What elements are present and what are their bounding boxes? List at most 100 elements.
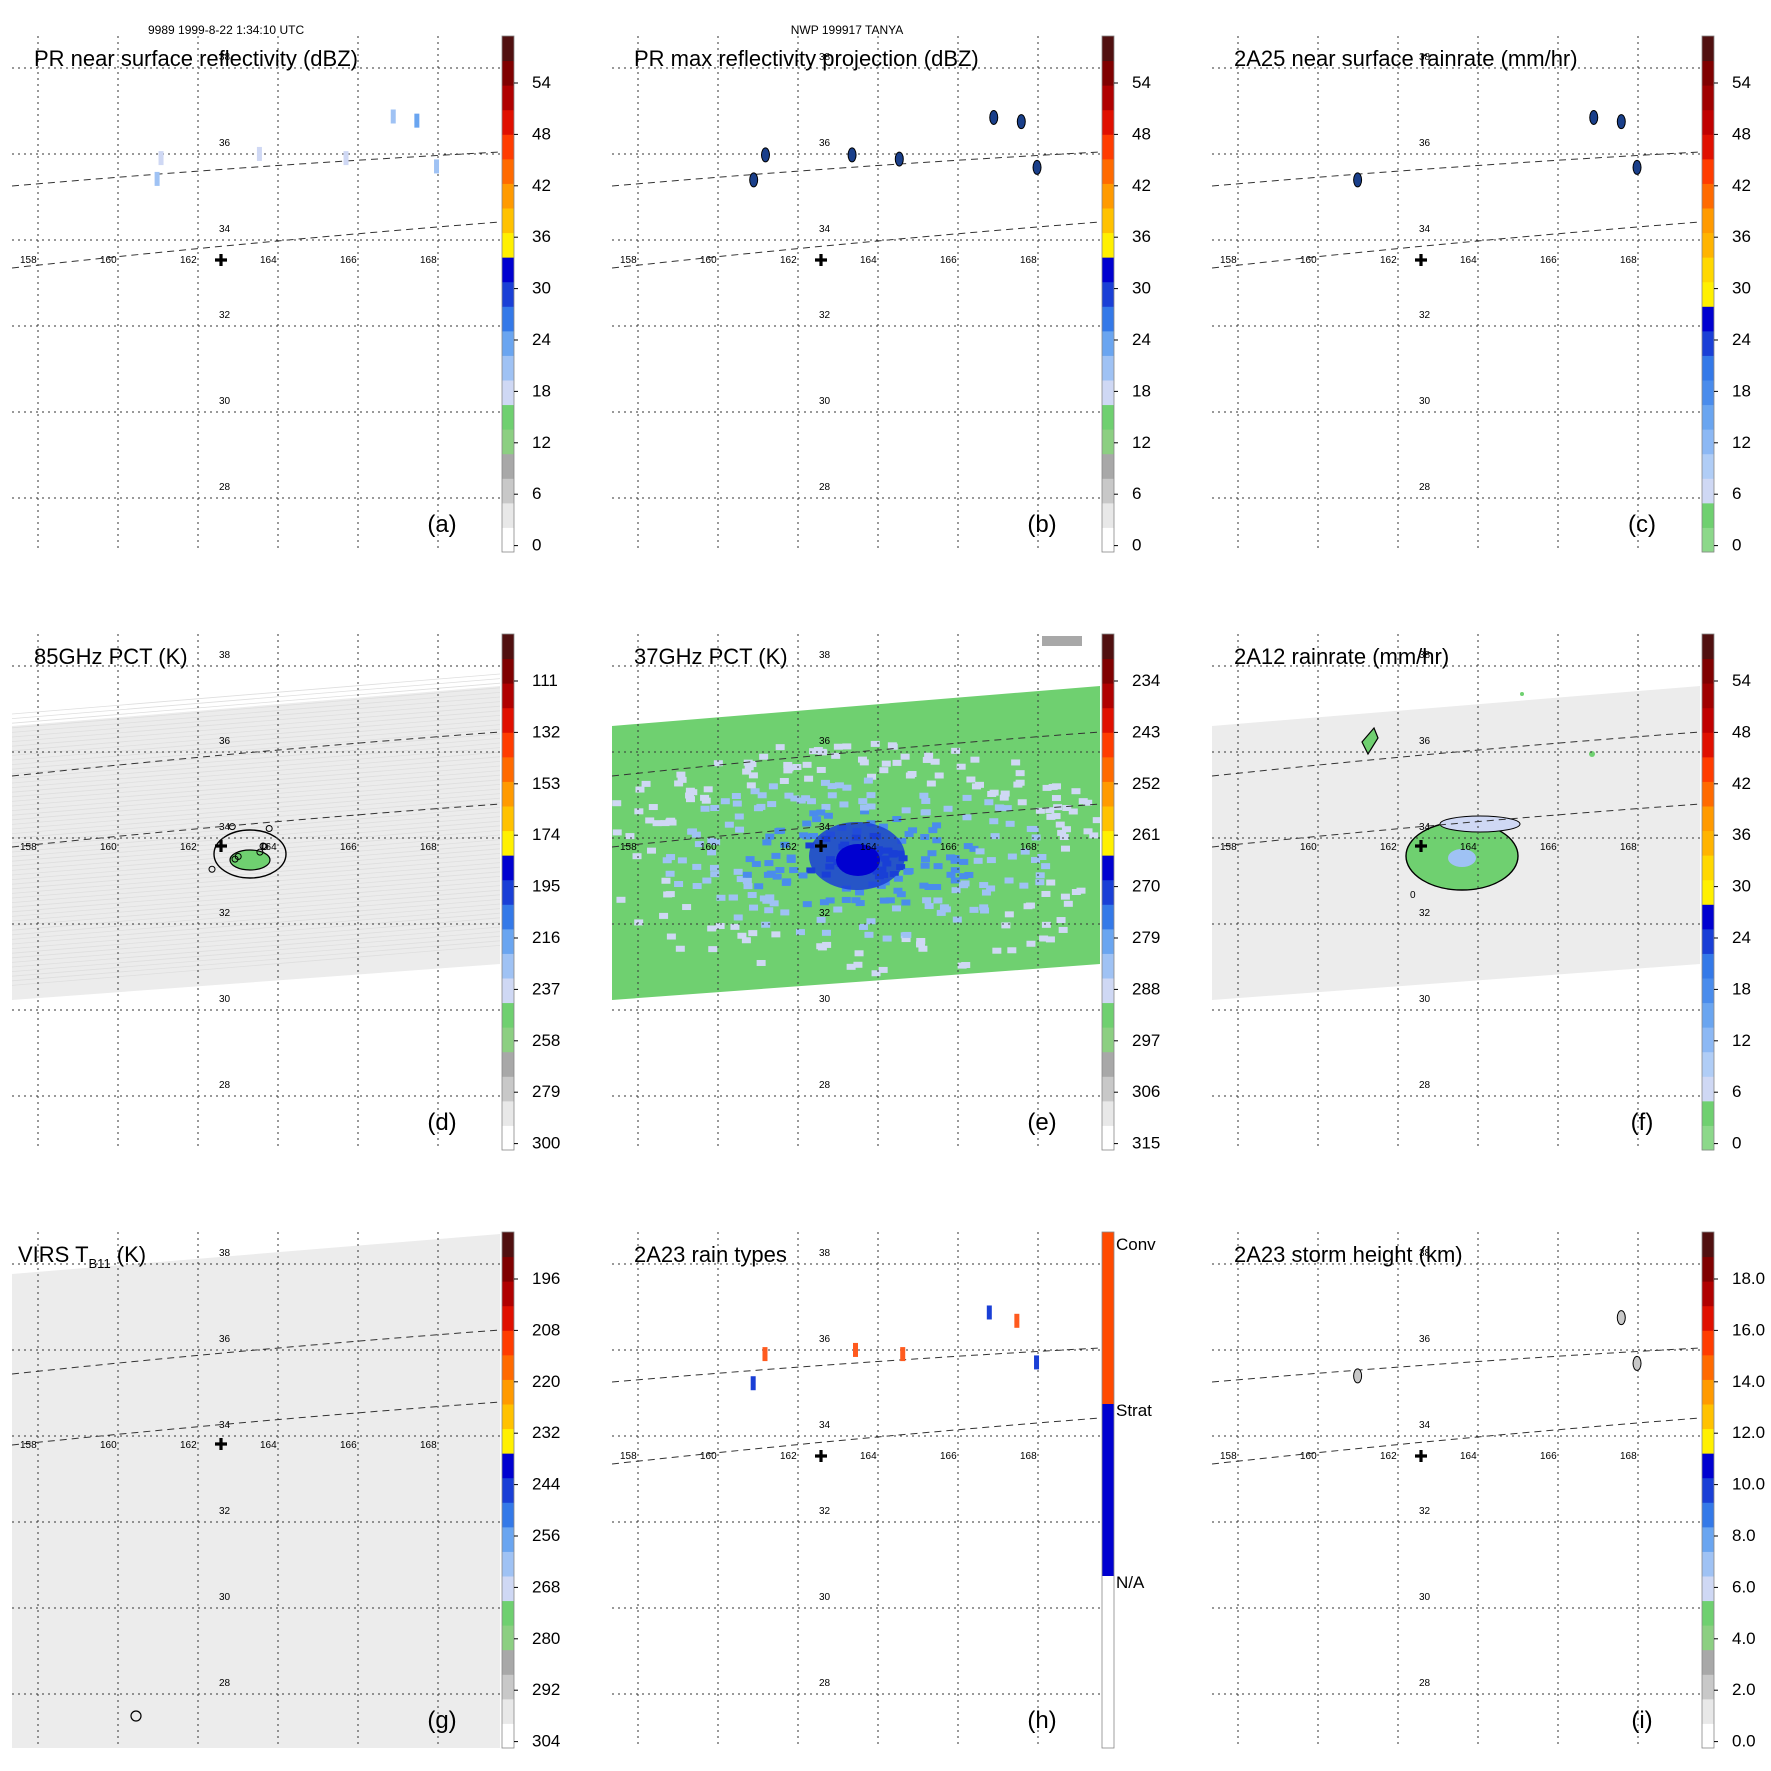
pct37-cell: [685, 787, 695, 794]
pct37-cell: [757, 792, 767, 799]
rain-cell: [750, 1376, 756, 1391]
pct85-scanline: [12, 751, 500, 793]
colorbar-segment: [502, 1379, 514, 1405]
colorbar-tick-label: 261: [1132, 825, 1160, 844]
colorbar-segment: [502, 355, 514, 381]
pct37-cell: [749, 904, 759, 911]
lat-tick-label: 38: [819, 650, 831, 661]
colorbar-segment: [502, 453, 514, 479]
pct37-cell: [892, 759, 902, 766]
colorbar-segment: [502, 855, 514, 881]
lat-tick-label: 30: [819, 396, 831, 407]
rain-cell: [1014, 1313, 1020, 1328]
lon-tick-label: 162: [780, 842, 797, 853]
pct37-cell: [1000, 790, 1010, 797]
colorbar-tick-label: 12.0: [1732, 1423, 1765, 1442]
colorbar-segment: [502, 1305, 514, 1331]
colorbar-segment: [502, 1674, 514, 1700]
panel-g: 158 160 162 164 166 168 38 36 34 32 30 28 VIRS TB11 …: [12, 1231, 560, 1771]
pct37-cell: [812, 816, 822, 823]
rain-cell: [749, 172, 759, 188]
colorbar-tick-label: 232: [532, 1423, 560, 1442]
pct85-scanline: [12, 692, 500, 733]
virs-cloud-band: [160, 1752, 500, 1771]
colorbar-tick-label: 243: [1132, 722, 1160, 741]
colorbar-segment: [1702, 855, 1714, 881]
pct37-cell: [666, 854, 676, 861]
rain-cell: [894, 151, 904, 167]
colorbar-segment: [1702, 1477, 1714, 1503]
colorbar-segment: [1702, 1600, 1714, 1626]
colorbar-segment: [502, 1649, 514, 1675]
colorbar-segment: [1102, 109, 1114, 135]
pct37-cell: [981, 889, 991, 896]
lat-tick-label: 38: [219, 650, 231, 661]
pct37-cell: [970, 756, 980, 763]
pct37-cell: [932, 837, 942, 844]
pct37-cell: [1005, 820, 1015, 827]
pct37-cell: [834, 782, 844, 789]
colorbar-segment: [1702, 1649, 1714, 1675]
rain-cell: [847, 147, 857, 163]
colorbar-tick-label: 48: [532, 124, 551, 143]
swath-edge-upper: [1212, 1347, 1700, 1383]
colorbar-segment: [502, 257, 514, 283]
pct85-blob: [228, 823, 236, 831]
pct37-cell: [921, 809, 931, 816]
pct37-cell: [809, 748, 819, 755]
storm-center-cross: [815, 840, 827, 852]
pct85-scanline: [12, 682, 500, 724]
panel-label: (b): [1027, 511, 1056, 538]
pct37-cell: [675, 945, 685, 952]
pct37-cell: [748, 930, 758, 937]
rain-cell: [760, 147, 770, 163]
pct85-scanline: [12, 945, 500, 986]
pct37-cell: [819, 899, 829, 906]
colorbar-segment: [502, 707, 514, 733]
lon-tick-label: 166: [1540, 255, 1557, 266]
swath-edge-lower: [12, 1401, 500, 1446]
colorbar-tick-label: 258: [532, 1031, 560, 1050]
rain-cell: [900, 1347, 906, 1362]
header-storm-name: NWP 199917 TANYA: [791, 23, 904, 37]
colorbar-segment: [1702, 478, 1714, 504]
pct37-cell: [784, 792, 794, 799]
pct37-cell: [866, 918, 876, 925]
pct37-cell: [975, 848, 985, 855]
panel-title: PR max reflectivity projection (dBZ): [634, 46, 979, 71]
colorbar-segment: [1702, 830, 1714, 856]
pct37-cell: [645, 817, 655, 824]
pct37-cell: [926, 780, 936, 787]
colorbar-tick-label: 270: [1132, 877, 1160, 896]
pct37-cell: [943, 805, 953, 812]
lon-tick-label: 162: [1380, 255, 1397, 266]
pct37-cell: [641, 780, 651, 787]
lat-tick-label: 34: [1419, 1420, 1431, 1431]
colorbar-segment: [502, 658, 514, 684]
lat-tick-label: 36: [219, 1334, 231, 1345]
colorbar-segment: [502, 904, 514, 930]
pct37-cell: [820, 779, 830, 786]
panel-h: 158 160 162 164 166 168 38 36 34 32 30 28 2A23 rain …: [612, 1231, 1156, 1749]
pct37-cell: [1056, 917, 1066, 924]
pct37-cell: [1051, 795, 1061, 802]
pct85-scanline: [12, 871, 500, 913]
lat-tick-label: 30: [1419, 1592, 1431, 1603]
pct37-cell: [798, 872, 808, 879]
colorbar-segment: [502, 1281, 514, 1307]
pct85-scanline: [12, 922, 500, 963]
lat-tick-label: 30: [819, 994, 831, 1005]
pct37-cell: [732, 800, 742, 807]
colorbar-segment: [502, 1502, 514, 1528]
colorbar-segment: [502, 1256, 514, 1282]
colorbar-segment: [1102, 1051, 1114, 1077]
pct37-cell: [989, 789, 999, 796]
colorbar-segment: [502, 1354, 514, 1380]
pct85-scanline: [12, 715, 500, 756]
colorbar-segment: [502, 281, 514, 307]
colorbar-segment: [1702, 36, 1714, 62]
pct37-cell: [1029, 825, 1039, 832]
pct37-cell: [771, 931, 781, 938]
storm-center-cross: [815, 254, 827, 266]
colorbar-segment: [502, 429, 514, 455]
